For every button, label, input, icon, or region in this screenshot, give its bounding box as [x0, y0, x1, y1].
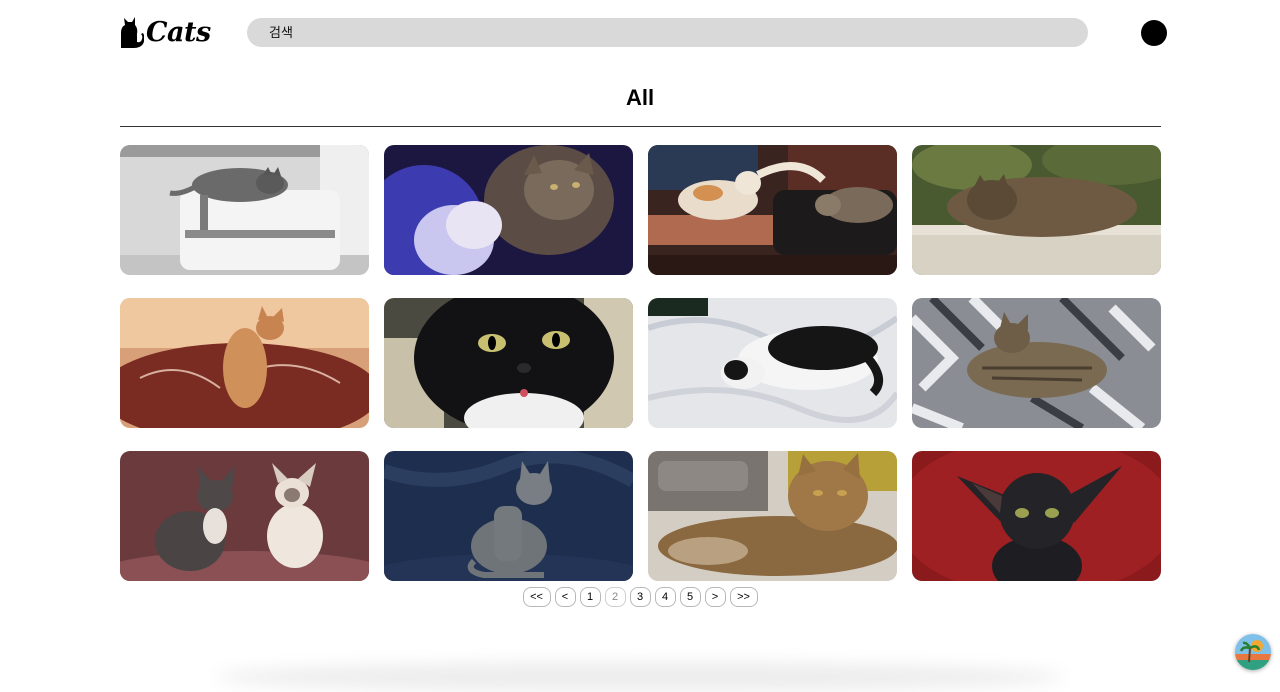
- page-3-button[interactable]: 3: [629, 587, 651, 607]
- first-page-button[interactable]: <<: [522, 587, 551, 607]
- cat-photo-2[interactable]: [384, 145, 633, 275]
- cat-photo-3[interactable]: [648, 145, 897, 275]
- floating-action-button[interactable]: [1235, 634, 1271, 670]
- footer-shadow: [215, 662, 1065, 692]
- avatar[interactable]: [1141, 20, 1167, 46]
- last-page-button[interactable]: >>: [729, 587, 758, 607]
- page-4-button[interactable]: 4: [654, 587, 676, 607]
- logo-text: Cats: [146, 17, 211, 48]
- cat-photo-8[interactable]: [912, 298, 1161, 428]
- pagination: << < 1 2 3 4 5 > >>: [0, 587, 1280, 607]
- cat-photo-7[interactable]: [648, 298, 897, 428]
- cat-photo-5[interactable]: [120, 298, 369, 428]
- search-input[interactable]: [247, 18, 1088, 47]
- page-title: All: [625, 85, 655, 110]
- divider: [120, 126, 1161, 127]
- next-page-button[interactable]: >: [704, 587, 726, 607]
- cat-photo-10[interactable]: [384, 451, 633, 581]
- prev-page-button[interactable]: <: [554, 587, 576, 607]
- cat-photo-1[interactable]: [120, 145, 369, 275]
- page-5-button[interactable]: 5: [679, 587, 701, 607]
- header: Cats: [0, 0, 1280, 70]
- page-2-button[interactable]: 2: [604, 587, 626, 607]
- cat-gallery: [120, 145, 1161, 581]
- cat-photo-12[interactable]: [912, 451, 1161, 581]
- beach-icon: [1235, 634, 1271, 670]
- cat-photo-11[interactable]: [648, 451, 897, 581]
- cat-photo-6[interactable]: [384, 298, 633, 428]
- page-1-button[interactable]: 1: [579, 587, 601, 607]
- cat-logo-icon: [121, 17, 144, 48]
- logo[interactable]: Cats: [118, 16, 211, 48]
- cat-photo-9[interactable]: [120, 451, 369, 581]
- cat-photo-4[interactable]: [912, 145, 1161, 275]
